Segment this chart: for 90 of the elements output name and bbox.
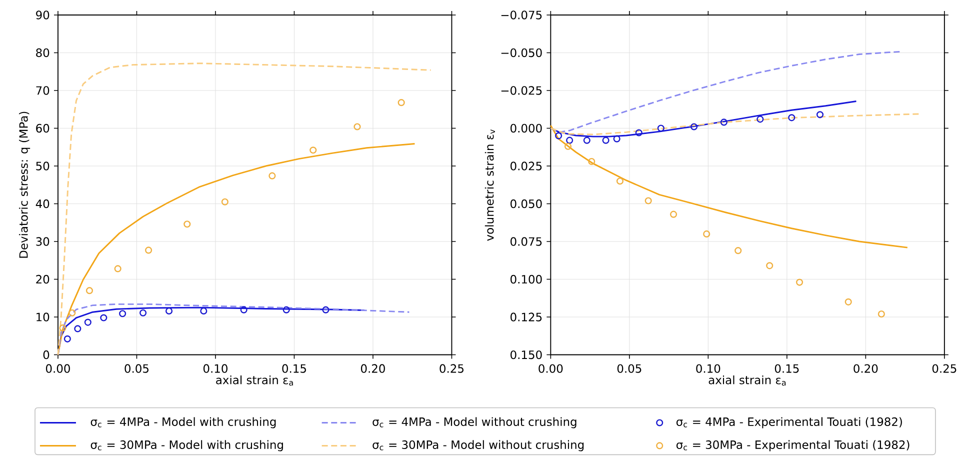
line-series bbox=[57, 304, 410, 356]
point bbox=[59, 324, 66, 332]
y-tick-label: 90 bbox=[36, 10, 50, 20]
point bbox=[613, 135, 620, 142]
x-tick-label: 0.15 bbox=[774, 364, 799, 374]
y-tick-label: −0.075 bbox=[501, 10, 542, 20]
x-tick-label: 0.00 bbox=[538, 364, 563, 374]
legend-label: σ$_{c}$ = 4MPa - Model with crushing bbox=[90, 417, 276, 428]
point bbox=[635, 129, 642, 136]
x-tick-label: 0.05 bbox=[124, 364, 148, 373]
y-tick-label: −0.050 bbox=[501, 48, 542, 58]
point bbox=[100, 314, 108, 322]
point bbox=[690, 123, 698, 130]
point bbox=[564, 142, 572, 150]
x-tick-label: 0.10 bbox=[203, 364, 228, 373]
point bbox=[310, 146, 317, 154]
line-series bbox=[57, 62, 432, 356]
x-tick-label: 0.20 bbox=[360, 364, 385, 373]
y-tick-label: 70 bbox=[36, 86, 50, 95]
point bbox=[602, 136, 610, 144]
line-series bbox=[550, 124, 908, 248]
point bbox=[766, 262, 774, 270]
point bbox=[184, 220, 191, 228]
y-tick-label: 40 bbox=[36, 200, 50, 208]
point bbox=[354, 123, 361, 130]
y-tick-label: 0.125 bbox=[510, 312, 542, 322]
point bbox=[555, 132, 562, 140]
x-tick-label: 0.20 bbox=[854, 364, 878, 374]
y-tick-label: 0.000 bbox=[510, 124, 542, 133]
y-tick-label: 80 bbox=[36, 48, 50, 58]
point bbox=[119, 310, 126, 318]
point bbox=[670, 210, 678, 218]
y-tick-label: 10 bbox=[36, 312, 50, 322]
x-tick-label: 0.10 bbox=[696, 364, 720, 374]
point bbox=[398, 99, 405, 106]
point bbox=[720, 118, 728, 126]
x-tick-label: 0.15 bbox=[282, 364, 306, 373]
y-tick-label: 20 bbox=[36, 275, 50, 284]
x-tick-label: 0.05 bbox=[617, 364, 642, 374]
point bbox=[566, 136, 574, 144]
point bbox=[878, 310, 885, 318]
x-tick-label: 0.25 bbox=[440, 364, 464, 373]
y-tick-label: 0 bbox=[43, 350, 50, 360]
point bbox=[114, 265, 122, 272]
point bbox=[796, 278, 804, 286]
point bbox=[145, 246, 152, 254]
point bbox=[734, 247, 742, 254]
point bbox=[64, 336, 71, 343]
legend-label: σ$_{c}$ = 4MPa - Experimental Touati (1982) bbox=[676, 417, 902, 428]
point bbox=[816, 111, 824, 118]
point bbox=[139, 309, 147, 317]
point bbox=[86, 287, 94, 294]
x-axis-title: axial strain ε$_{a}$ bbox=[708, 376, 786, 386]
point bbox=[644, 197, 652, 204]
point bbox=[282, 306, 290, 314]
point bbox=[322, 306, 330, 314]
y-tick-label: 30 bbox=[36, 237, 50, 246]
point bbox=[74, 325, 82, 332]
y-tick-label: −0.025 bbox=[501, 86, 542, 95]
point bbox=[844, 298, 852, 306]
x-axis-title: axial strain ε$_{a}$ bbox=[216, 376, 293, 386]
point bbox=[268, 172, 276, 180]
x-tick-label: 0.00 bbox=[46, 364, 70, 373]
point bbox=[657, 124, 664, 132]
point bbox=[756, 116, 764, 123]
point bbox=[588, 158, 596, 166]
point bbox=[68, 309, 76, 317]
point bbox=[616, 178, 624, 185]
y-tick-label: 50 bbox=[36, 162, 50, 170]
y-axis-title: volumetric strain ε$_{v}$ bbox=[484, 130, 495, 242]
y-tick-label: 60 bbox=[36, 124, 50, 133]
point bbox=[200, 308, 208, 315]
legend-label: σ$_{c}$ = 30MPa - Model with crushing bbox=[90, 440, 283, 452]
point bbox=[788, 114, 796, 122]
y-axis-title: Deviatoric stress: q (MPa) bbox=[18, 112, 30, 258]
legend-label: σ$_{c}$ = 4MPa - Model without crushing bbox=[372, 417, 576, 428]
y-tick-label: 0.050 bbox=[510, 200, 542, 208]
point bbox=[84, 318, 92, 326]
point bbox=[240, 306, 248, 314]
point bbox=[583, 136, 590, 144]
y-tick-label: 0.100 bbox=[510, 275, 542, 284]
point bbox=[165, 308, 173, 315]
legend-label: σ$_{c}$ = 30MPa - Experimental Touati (1982) bbox=[676, 440, 910, 452]
y-tick-label: 0.075 bbox=[510, 237, 542, 246]
y-tick-label: 0.025 bbox=[510, 162, 542, 170]
point bbox=[221, 198, 228, 206]
y-tick-label: 0.150 bbox=[510, 350, 542, 360]
x-tick-label: 0.25 bbox=[932, 364, 956, 374]
point bbox=[703, 230, 710, 238]
legend-label: σ$_{c}$ = 30MPa - Model without crushing bbox=[372, 440, 584, 452]
